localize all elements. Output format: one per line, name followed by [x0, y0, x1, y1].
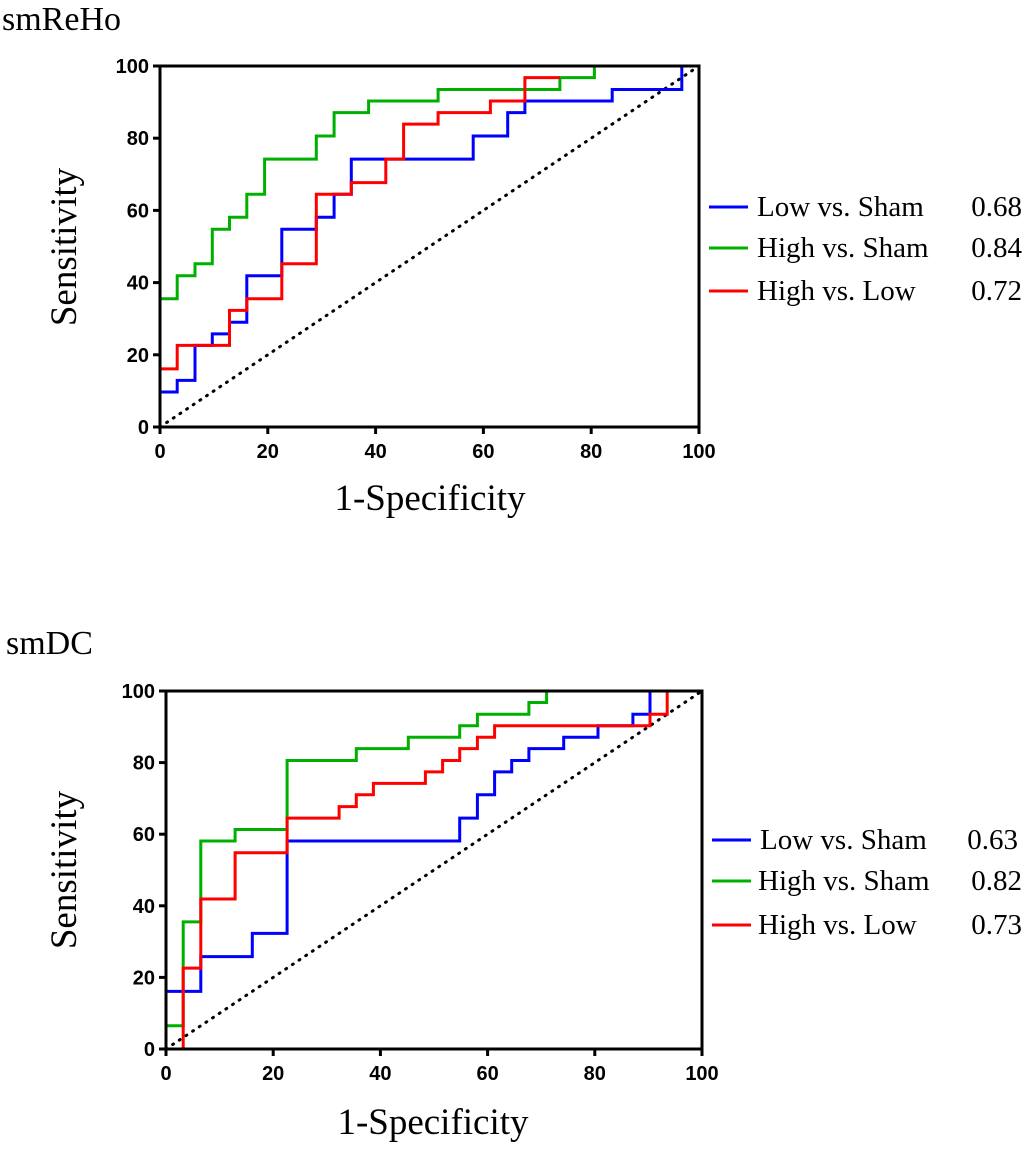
- x-axis-label: 1-Specificity: [334, 478, 526, 519]
- panel-smreho: smReHo 1-Specificity Sensitivity Low vs.…: [2, 1, 1023, 519]
- legend: Low vs. Sham 0.63 High vs. Sham 0.82 Hig…: [712, 824, 1022, 941]
- panel-smdc: smDC 1-Specificity Sensitivity Low vs. S…: [6, 625, 1022, 1143]
- legend-auc-low-vs-sham: 0.63: [967, 824, 1018, 856]
- panel-title: smReHo: [2, 1, 121, 38]
- series-line-high-vs-sham: [166, 689, 702, 1028]
- y-tick-label: 20: [133, 967, 155, 989]
- y-tick-label: 40: [127, 273, 149, 295]
- y-tick-label: 80: [127, 128, 149, 150]
- panel-title: smDC: [6, 625, 93, 662]
- y-tick-label: 100: [116, 56, 149, 78]
- y-tick-label: 60: [133, 824, 155, 846]
- legend-label-high-vs-sham: High vs. Sham: [757, 232, 929, 264]
- y-tick-label: 100: [122, 681, 155, 703]
- x-tick-label: 20: [257, 441, 279, 463]
- x-tick-label: 60: [472, 441, 494, 463]
- y-tick-label: 80: [133, 753, 155, 775]
- y-tick-label: 60: [127, 200, 149, 222]
- series-line-high-vs-low: [166, 691, 669, 1051]
- legend-label-low-vs-sham: Low vs. Sham: [760, 824, 927, 856]
- legend-auc-high-vs-low: 0.72: [971, 275, 1022, 307]
- x-tick-label: 0: [154, 441, 165, 463]
- x-axis-label: 1-Specificity: [337, 1102, 529, 1143]
- legend-label-high-vs-sham: High vs. Sham: [758, 865, 930, 897]
- legend: Low vs. Sham 0.68 High vs. Sham 0.84 Hig…: [709, 191, 1023, 307]
- legend-label-high-vs-low: High vs. Low: [757, 275, 916, 307]
- reference-diagonal-line: [164, 689, 704, 1051]
- legend-auc-low-vs-sham: 0.68: [971, 191, 1022, 223]
- plot-frame: [164, 689, 704, 1051]
- legend-label-high-vs-low: High vs. Low: [758, 909, 917, 941]
- y-axis-label: Sensitivity: [44, 167, 85, 326]
- series-line-high-vs-low: [158, 76, 560, 427]
- y-tick-label: 0: [138, 417, 149, 439]
- y-tick-label: 0: [144, 1039, 155, 1061]
- legend-auc-high-vs-low: 0.73: [971, 909, 1022, 941]
- legend-auc-high-vs-sham: 0.84: [971, 232, 1022, 264]
- legend-auc-high-vs-sham: 0.82: [971, 865, 1022, 897]
- x-tick-label: 100: [685, 1063, 718, 1085]
- x-tick-label: 100: [682, 441, 715, 463]
- series-line-high-vs-sham: [158, 64, 699, 427]
- y-axis-label: Sensitivity: [44, 790, 85, 949]
- y-tick-label: 40: [133, 896, 155, 918]
- x-tick-label: 40: [369, 1063, 391, 1085]
- y-tick-label: 20: [127, 345, 149, 367]
- x-tick-label: 80: [584, 1063, 606, 1085]
- x-tick-label: 20: [262, 1063, 284, 1085]
- x-tick-label: 60: [476, 1063, 498, 1085]
- reference-diagonal-line: [158, 64, 701, 429]
- x-tick-label: 80: [580, 441, 602, 463]
- x-tick-label: 40: [364, 441, 386, 463]
- plot-frame: [158, 64, 701, 429]
- legend-label-low-vs-sham: Low vs. Sham: [757, 191, 924, 223]
- x-tick-label: 0: [160, 1063, 171, 1085]
